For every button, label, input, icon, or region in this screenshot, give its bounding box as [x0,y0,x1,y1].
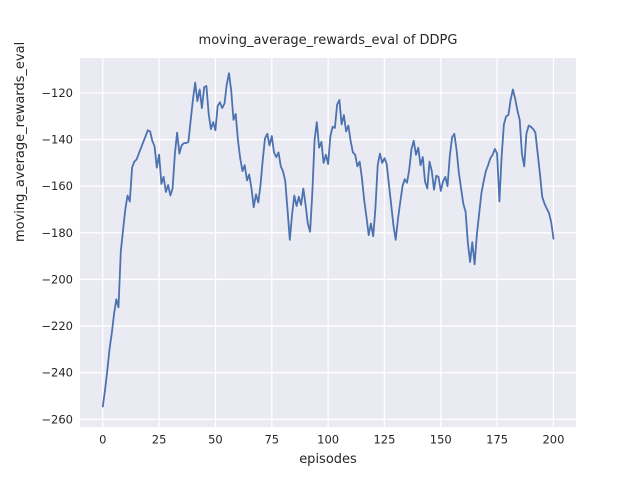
y-tick-label: −120 [41,86,73,100]
y-tick-label: −180 [41,226,73,240]
x-tick-label: 25 [152,433,167,447]
reward-line [101,72,555,408]
y-tick-label: −200 [41,272,73,286]
x-tick-label: 125 [373,433,395,447]
y-tick-label: −220 [41,319,73,333]
x-tick-label: 200 [542,433,564,447]
y-tick-label: −260 [41,412,73,426]
y-tick-label: −160 [41,179,73,193]
x-axis-label: episodes [299,452,357,467]
y-tick-label: −240 [41,366,73,380]
x-tick-label: 100 [317,433,339,447]
x-tick-label: 0 [99,433,106,447]
x-tick-label: 75 [264,433,279,447]
x-tick-label: 175 [486,433,508,447]
x-tick-label: 150 [430,433,452,447]
y-tick-label: −140 [41,133,73,147]
x-tick-label: 50 [208,433,223,447]
chart-title: moving_average_rewards_eval of DDPG [198,33,458,48]
